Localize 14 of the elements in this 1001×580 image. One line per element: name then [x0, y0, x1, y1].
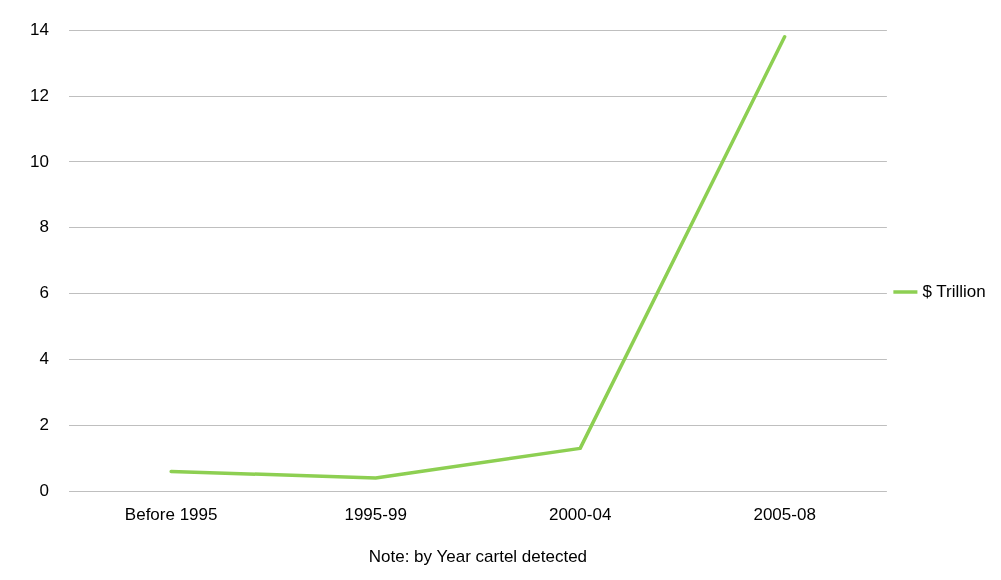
y-tick-label: 10 — [29, 151, 49, 171]
y-tick-label: 6 — [39, 283, 49, 303]
y-tick-label: 14 — [29, 19, 49, 39]
x-tick-label: 1995-99 — [344, 505, 407, 525]
y-tick-label: 4 — [39, 349, 49, 369]
x-axis-title: Note: by Year cartel detected — [368, 547, 588, 567]
legend-label: $ Trillion — [922, 281, 986, 301]
x-tick-label: Before 1995 — [124, 505, 218, 525]
y-tick-label: 12 — [29, 85, 49, 105]
x-tick-label: 2005-08 — [753, 505, 816, 525]
x-tick-label: 2000-04 — [548, 505, 612, 525]
y-tick-label: 8 — [39, 217, 49, 237]
y-tick-label: 0 — [39, 480, 49, 500]
y-tick-label: 2 — [39, 415, 49, 435]
